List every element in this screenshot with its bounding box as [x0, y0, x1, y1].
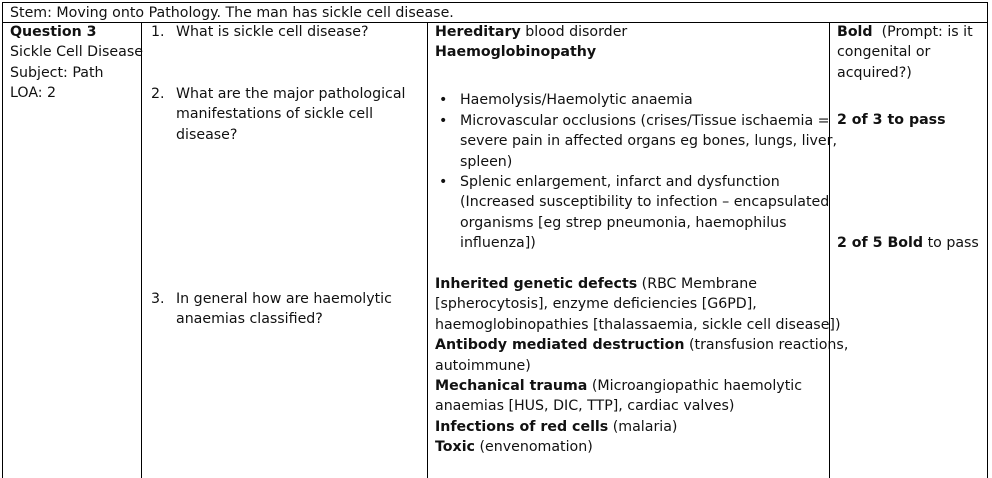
bullet-text: spleen) — [460, 153, 513, 170]
answer-bold: Toxic — [435, 439, 475, 456]
answer-text: anaemias [HUS, DIC, TTP], cardiac valves… — [435, 398, 735, 415]
question-subject: Subject: Path — [10, 64, 104, 81]
pass-criteria-2-text: to pass — [923, 235, 979, 251]
bullet-text: influenza]) — [460, 235, 536, 252]
question-loa: LOA: 2 — [10, 85, 57, 102]
answer-text: (RBC Membrane — [637, 276, 758, 292]
question-text: disease? — [176, 126, 238, 143]
bullet-icon: • — [439, 92, 448, 108]
question-text: anaemias classified? — [176, 311, 323, 328]
answer-text: (transfusion reactions, — [684, 337, 849, 354]
bullet-text: severe pain in affected organs eg bones,… — [460, 133, 838, 150]
answer-3: Inherited genetic defects (RBC Membrane … — [435, 274, 848, 458]
marking-bold-label: Bold — [837, 24, 873, 40]
answer-text: blood disorder — [520, 24, 628, 40]
answer-text: haemoglobinopathies [thalassaemia, sickl… — [435, 316, 841, 333]
answer-bold: Hereditary — [435, 24, 521, 40]
pass-criteria-2-bold: 2 of 5 Bold — [837, 235, 924, 251]
answer-text: autoimmune) — [435, 357, 531, 374]
bullet-text: Microvascular occlusions (crises/Tissue … — [460, 113, 830, 129]
answer-bold: Inherited genetic defects — [435, 276, 638, 292]
answer-bold: Infections of red cells — [435, 418, 609, 435]
answer-text: (Microangiopathic haemolytic — [587, 378, 802, 395]
answer-text: (malaria) — [608, 418, 678, 435]
question-text: What is sickle cell disease? — [176, 24, 369, 40]
question-number: 1. — [151, 24, 165, 40]
marking-cell: Bold (Prompt: is it congenital or acquir… — [829, 22, 988, 478]
answer-1: Hereditary blood disorder Haemoglobinopa… — [435, 22, 827, 63]
answer-bold: Mechanical trauma — [435, 378, 588, 395]
pass-criteria-1: 2 of 3 to pass — [837, 112, 946, 128]
answer-text: [spherocytosis], enzyme deficiencies [G6… — [435, 296, 757, 313]
bullet-text: Haemolysis/Haemolytic anaemia — [460, 92, 693, 108]
question-info-cell: Question 3 Sickle Cell Disease Subject: … — [2, 22, 143, 478]
question-text: What are the major pathological — [176, 86, 406, 102]
bullet-text: organisms [eg strep pneumonia, haemophil… — [460, 214, 787, 231]
marking-prompt: (Prompt: is it — [872, 24, 973, 40]
bullet-text: Splenic enlargement, infarct and dysfunc… — [460, 174, 780, 190]
bullet-text: (Increased susceptibility to infection –… — [460, 194, 830, 211]
answer-bold: Antibody mediated destruction — [435, 337, 685, 354]
question-text: In general how are haemolytic — [176, 291, 392, 307]
question-title: Question 3 — [10, 24, 97, 40]
answer-bold: Haemoglobinopathy — [435, 44, 597, 61]
stem-row: Stem: Moving onto Pathology. The man has… — [2, 2, 988, 23]
questions-cell: 1. What is sickle cell disease? 2. What … — [141, 22, 427, 478]
question-text: manifestations of sickle cell — [176, 106, 374, 123]
answer-text: (envenomation) — [474, 439, 593, 456]
marking-prompt: congenital or — [837, 44, 931, 61]
marking-prompt: acquired?) — [837, 64, 912, 81]
bullet-icon: • — [439, 113, 448, 129]
question-number: 3. — [151, 291, 165, 307]
question-topic: Sickle Cell Disease — [10, 44, 143, 61]
question-number: 2. — [151, 86, 165, 102]
bullet-icon: • — [439, 174, 448, 190]
answers-cell: Hereditary blood disorder Haemoglobinopa… — [427, 22, 848, 478]
